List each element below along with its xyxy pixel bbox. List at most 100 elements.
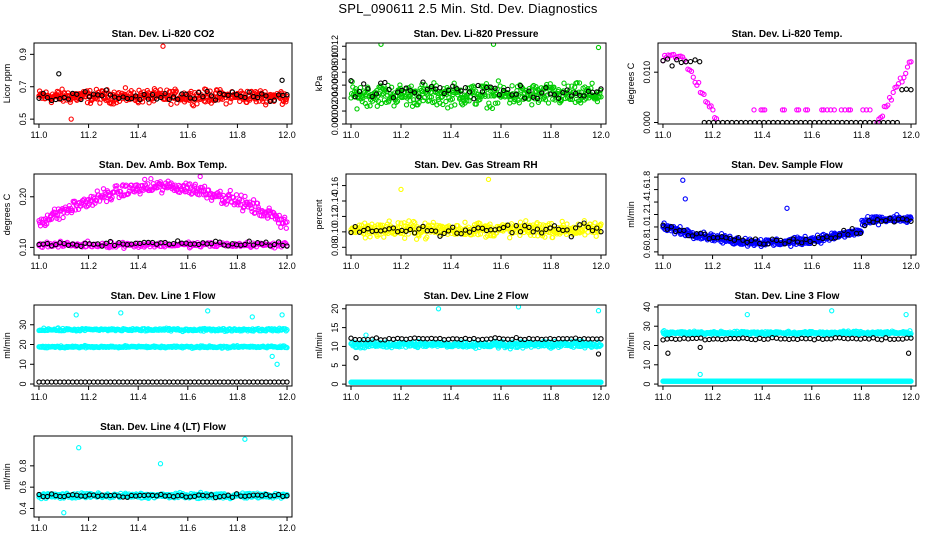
data-point [137, 191, 143, 197]
data-point [266, 205, 272, 211]
data-point [275, 379, 282, 385]
data-point [373, 91, 380, 97]
data-point [727, 235, 733, 242]
data-point [137, 379, 143, 385]
chart-title: Stan. Dev. Gas Stream RH [414, 160, 537, 171]
data-point [568, 93, 574, 99]
data-point [485, 176, 492, 183]
data-point [106, 244, 112, 251]
y-tick-label: 0.004 [330, 87, 340, 110]
data-point [568, 234, 574, 240]
data-point [255, 204, 261, 210]
data-point [466, 89, 473, 95]
data-point [530, 229, 536, 235]
data-point [489, 105, 496, 112]
x-tick-label: 11.2 [393, 261, 410, 271]
data-point [505, 222, 511, 228]
data-point [263, 93, 269, 99]
data-point [585, 336, 591, 342]
data-point [492, 85, 498, 91]
data-point [418, 87, 425, 94]
data-point [402, 223, 408, 229]
y-tick-label: 5 [330, 363, 340, 368]
data-point [564, 336, 570, 342]
data-point [540, 96, 546, 102]
data-point [82, 379, 88, 385]
data-point [687, 58, 694, 65]
data-point [250, 242, 257, 248]
data-point [48, 99, 55, 106]
data-point [495, 100, 501, 106]
data-point [903, 70, 909, 77]
data-point [271, 97, 278, 103]
plot-frame [657, 42, 917, 125]
data-point [556, 92, 562, 98]
data-point [74, 379, 80, 385]
data-point [208, 93, 215, 99]
data-point [416, 226, 422, 232]
data-point [200, 379, 206, 385]
data-point [44, 221, 50, 227]
data-point [811, 240, 817, 247]
data-point [166, 96, 172, 103]
data-point [157, 87, 163, 93]
data-point [410, 97, 417, 103]
series-2 [36, 379, 290, 385]
y-tick-label: 0.9 [18, 48, 28, 61]
data-point [353, 88, 360, 94]
data-point [677, 336, 683, 342]
data-point [836, 232, 843, 238]
data-point [450, 224, 456, 230]
data-point [279, 77, 285, 83]
data-point [107, 92, 114, 98]
data-point [56, 71, 62, 77]
data-point [838, 107, 845, 113]
data-point [450, 336, 456, 342]
data-point [786, 238, 792, 244]
data-point [401, 220, 407, 226]
data-point [361, 81, 367, 87]
data-point [145, 379, 151, 385]
data-point [522, 223, 528, 229]
data-point [578, 100, 584, 106]
data-point [863, 107, 870, 113]
data-point [36, 95, 42, 101]
data-point [397, 82, 403, 88]
data-point [411, 90, 418, 96]
data-point [133, 93, 139, 99]
data-point [454, 86, 460, 92]
y-tick-label: 0.10 [18, 239, 28, 257]
y-tick-label: 0.8 [642, 233, 652, 246]
data-point [473, 88, 479, 94]
data-point [781, 107, 787, 113]
data-point [490, 43, 497, 47]
data-point [475, 231, 481, 238]
data-point [283, 225, 289, 231]
data-point [271, 241, 278, 248]
data-point [184, 185, 191, 191]
data-point [201, 183, 208, 189]
x-tick-label: 11.2 [704, 130, 721, 140]
point-layer [36, 43, 290, 122]
data-point [458, 231, 464, 237]
data-point [891, 219, 897, 225]
y-tick-label: 0.14 [330, 192, 340, 210]
data-point [242, 193, 248, 200]
data-point [99, 379, 105, 385]
series-0 [348, 305, 604, 352]
data-point [48, 379, 55, 385]
x-tick-label: 11.4 [130, 130, 147, 140]
x-tick-label: 11.4 [754, 261, 771, 271]
data-point [857, 230, 864, 236]
data-point [760, 107, 766, 113]
data-point [242, 94, 248, 101]
series-1 [36, 342, 290, 367]
data-point [95, 379, 101, 385]
data-point [407, 335, 413, 342]
x-tick-label: 11.2 [80, 261, 97, 271]
data-point [196, 379, 202, 385]
x-tick-label: 11.4 [130, 392, 147, 402]
data-point [437, 85, 443, 91]
